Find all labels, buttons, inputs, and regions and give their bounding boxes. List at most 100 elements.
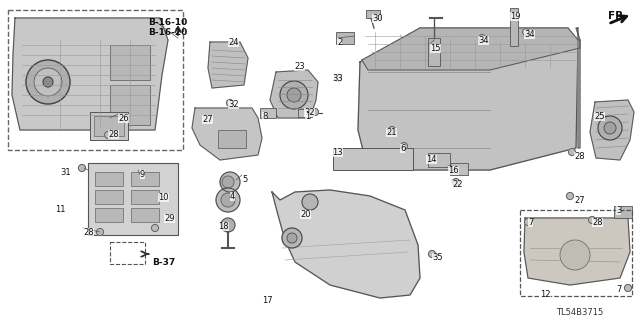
Text: 7: 7 bbox=[616, 285, 621, 294]
Circle shape bbox=[220, 172, 240, 192]
Polygon shape bbox=[272, 190, 420, 298]
Bar bbox=[88, 163, 178, 235]
Text: 11: 11 bbox=[55, 205, 65, 214]
Bar bbox=[428, 153, 450, 167]
Circle shape bbox=[401, 143, 408, 150]
Circle shape bbox=[227, 100, 234, 107]
Text: 32: 32 bbox=[304, 108, 315, 117]
Circle shape bbox=[429, 250, 435, 257]
Text: 27: 27 bbox=[202, 115, 212, 124]
Polygon shape bbox=[270, 70, 318, 118]
Polygon shape bbox=[576, 28, 580, 148]
Bar bbox=[95, 172, 123, 186]
Text: 34: 34 bbox=[478, 36, 488, 45]
Text: 33: 33 bbox=[332, 74, 343, 83]
Text: 1: 1 bbox=[305, 112, 310, 121]
Text: B-16-10
B-16-20: B-16-10 B-16-20 bbox=[148, 18, 188, 37]
Circle shape bbox=[221, 193, 235, 207]
Circle shape bbox=[335, 75, 342, 81]
Circle shape bbox=[452, 179, 460, 186]
Bar bbox=[90, 112, 128, 140]
Text: 14: 14 bbox=[426, 155, 436, 164]
Bar bbox=[450, 163, 468, 175]
Bar bbox=[131, 208, 159, 222]
Text: 28: 28 bbox=[83, 228, 93, 237]
Bar bbox=[95, 190, 123, 204]
Text: 29: 29 bbox=[164, 214, 175, 223]
Polygon shape bbox=[208, 42, 248, 88]
Circle shape bbox=[302, 194, 318, 210]
Bar bbox=[131, 172, 159, 186]
Circle shape bbox=[312, 108, 319, 115]
Circle shape bbox=[287, 88, 301, 102]
Bar bbox=[366, 10, 380, 18]
Text: B-37: B-37 bbox=[152, 258, 175, 267]
Polygon shape bbox=[192, 108, 262, 160]
Bar bbox=[520, 210, 632, 296]
Circle shape bbox=[104, 131, 111, 138]
Text: 4: 4 bbox=[230, 192, 236, 201]
Text: 8: 8 bbox=[262, 112, 268, 121]
Bar bbox=[428, 38, 440, 66]
Text: 24: 24 bbox=[228, 38, 239, 47]
Circle shape bbox=[568, 149, 575, 155]
Text: 31: 31 bbox=[60, 168, 70, 177]
Text: 16: 16 bbox=[448, 166, 459, 175]
Bar bbox=[298, 109, 312, 117]
Text: 28: 28 bbox=[108, 130, 118, 139]
Circle shape bbox=[560, 240, 590, 270]
Circle shape bbox=[34, 68, 62, 96]
Bar bbox=[94, 116, 124, 136]
Circle shape bbox=[287, 233, 297, 243]
Text: 28: 28 bbox=[574, 152, 584, 161]
Circle shape bbox=[625, 285, 632, 292]
Bar bbox=[614, 206, 632, 218]
Text: 7: 7 bbox=[528, 218, 533, 227]
Text: 6: 6 bbox=[400, 144, 405, 153]
Bar bbox=[110, 242, 145, 264]
Circle shape bbox=[216, 188, 240, 212]
Circle shape bbox=[598, 116, 622, 140]
Text: 34: 34 bbox=[524, 30, 534, 39]
Text: 13: 13 bbox=[332, 148, 342, 157]
Text: TL54B3715: TL54B3715 bbox=[556, 308, 604, 317]
Bar bbox=[95, 208, 123, 222]
Text: 23: 23 bbox=[294, 62, 305, 71]
Bar bbox=[218, 130, 246, 148]
Text: 3: 3 bbox=[616, 206, 621, 215]
Circle shape bbox=[522, 28, 529, 35]
Bar bbox=[336, 32, 354, 44]
Bar bbox=[260, 108, 276, 118]
Circle shape bbox=[525, 219, 531, 226]
Text: 35: 35 bbox=[432, 253, 443, 262]
Text: 21: 21 bbox=[386, 128, 397, 137]
Bar bbox=[110, 45, 150, 80]
Circle shape bbox=[280, 81, 308, 109]
Text: 32: 32 bbox=[228, 100, 239, 109]
Polygon shape bbox=[362, 28, 580, 70]
Text: 25: 25 bbox=[594, 112, 605, 121]
Circle shape bbox=[479, 34, 486, 41]
Circle shape bbox=[26, 60, 70, 104]
Text: 30: 30 bbox=[372, 14, 383, 23]
Text: 28: 28 bbox=[592, 218, 603, 227]
Circle shape bbox=[222, 176, 234, 188]
Text: 19: 19 bbox=[510, 12, 520, 21]
Text: 12: 12 bbox=[540, 290, 550, 299]
Circle shape bbox=[152, 225, 159, 232]
Circle shape bbox=[282, 228, 302, 248]
Bar bbox=[131, 190, 159, 204]
Circle shape bbox=[589, 217, 595, 224]
Polygon shape bbox=[12, 18, 168, 130]
Text: 22: 22 bbox=[452, 180, 463, 189]
Text: 10: 10 bbox=[158, 193, 168, 202]
Polygon shape bbox=[590, 100, 634, 160]
Text: 27: 27 bbox=[574, 196, 584, 205]
Circle shape bbox=[566, 192, 573, 199]
Text: 17: 17 bbox=[262, 296, 273, 305]
Circle shape bbox=[79, 165, 86, 172]
Bar bbox=[8, 10, 183, 150]
Text: 2: 2 bbox=[337, 38, 342, 47]
Bar bbox=[110, 85, 150, 125]
Polygon shape bbox=[358, 28, 578, 170]
